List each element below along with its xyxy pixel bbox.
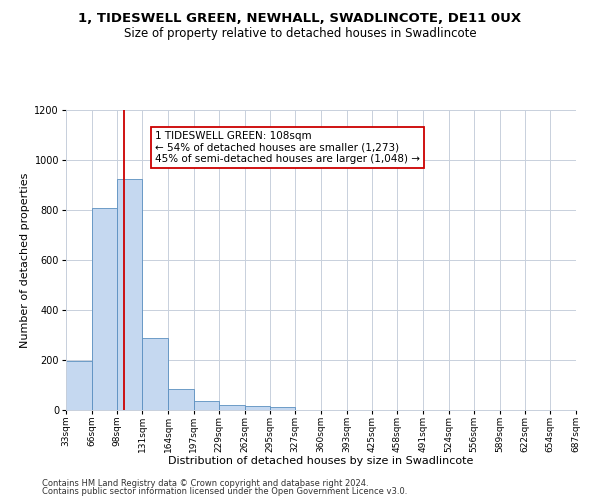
Bar [116,179,142,410]
Text: Contains HM Land Registry data © Crown copyright and database right 2024.: Contains HM Land Registry data © Crown c… [42,478,368,488]
Bar [194,401,219,410]
Y-axis label: Number of detached properties: Number of detached properties [20,172,30,348]
Bar [168,389,194,410]
Bar [219,405,245,410]
Text: Contains public sector information licensed under the Open Government Licence v3: Contains public sector information licen… [42,487,407,496]
Bar [245,406,271,410]
Bar [271,407,295,410]
Bar [66,361,92,410]
Bar [142,338,168,410]
Bar [92,208,116,410]
Text: 1, TIDESWELL GREEN, NEWHALL, SWADLINCOTE, DE11 0UX: 1, TIDESWELL GREEN, NEWHALL, SWADLINCOTE… [79,12,521,26]
Text: Size of property relative to detached houses in Swadlincote: Size of property relative to detached ho… [124,28,476,40]
X-axis label: Distribution of detached houses by size in Swadlincote: Distribution of detached houses by size … [169,456,473,466]
Text: 1 TIDESWELL GREEN: 108sqm
← 54% of detached houses are smaller (1,273)
45% of se: 1 TIDESWELL GREEN: 108sqm ← 54% of detac… [155,131,420,164]
